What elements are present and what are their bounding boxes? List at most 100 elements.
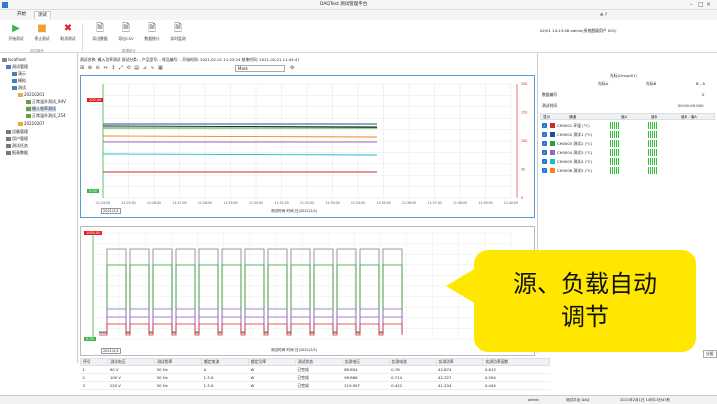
monitor-icon: 🗎 [173,23,183,34]
x-tick-label: 11:39:00 [478,201,492,205]
settings-icon[interactable]: ⚙ [290,65,295,71]
tree-item-test-mgmt[interactable]: 测试管理 [6,64,28,70]
series-line [99,316,403,334]
results-table: 序号 测试电压 测试频率 额定电流 额定功率 测试状态 实测电压 实测电流 实测… [79,358,550,394]
channel-row[interactable]: ✓ CH0006 测试5 (°C) [540,166,715,175]
y-min-badge: 0.00 [84,337,96,341]
tree-root[interactable]: localhost [2,57,26,63]
export-csv-button[interactable]: 🗎 导出CSV [118,23,134,41]
top-chart[interactable]: 11:24:00 11:25:00 11:26:00 11:27:00 11:28:00… [80,75,535,218]
y-tick-label: 50 [521,168,525,172]
y-tick-label: 150 [521,111,527,115]
tree-item-user-mgmt[interactable]: 用户管理 [6,136,28,142]
series-line [102,125,378,128]
tree-item-demo[interactable]: 演示 [12,71,26,77]
series-line [102,135,378,138]
minimize-icon[interactable]: – [690,1,693,8]
tab-start[interactable]: 开始 [17,12,26,17]
table-header-row: 序号 测试电压 测试频率 额定电流 额定功率 测试状态 实测电压 实测电流 实测… [79,358,550,366]
tree-item-test[interactable]: 测试 [12,85,26,91]
ribbon-toolbar: ▶ 开始测试 ■ 停止测试 ✖ 取消测试 🗎 导出数据 🗎 导出CSV 🗎 数据… [0,20,717,53]
channel-color-swatch [550,150,555,155]
chart-toolbar: ⊞ ⊕ ⊖ ↔ ↕ ⤢ ⟲ ▤ ⊿ ∿ ▦ Mark ⚙ [80,65,535,73]
realtime-monitor-button[interactable]: 🗎 实时监测 [170,23,186,41]
series-line [99,248,403,333]
channel-row[interactable]: ✓ CH0001 环温 (°C) [540,121,715,130]
value-a-bar [610,122,620,129]
data-statistics-button[interactable]: 🗎 数据统计 [144,23,160,41]
stop-test-button[interactable]: ■ 停止测试 [34,23,50,41]
maximize-icon[interactable]: □ [698,1,704,8]
export-data-button[interactable]: 🗎 导出数据 [92,23,108,41]
tree-item-sim[interactable]: 模拟 [12,78,26,84]
navigation-tree: localhost 测试管理 演示 模拟 测试 20210201 正常温升测试_… [0,53,78,363]
close-icon[interactable]: × [706,1,712,8]
value-b-bar [648,158,658,165]
x-tick-label: 11:38:00 [453,201,467,205]
value-b-bar [648,122,658,129]
checkbox-icon[interactable]: ✓ [542,150,547,155]
x-tick-label: 11:25:00 [121,201,135,205]
value-a-bar [610,158,620,165]
callout-pointer [446,268,476,304]
checkbox-icon[interactable]: ✓ [542,132,547,137]
top-chart-plot: 11:24:00 11:25:00 11:26:00 11:27:00 11:28:00… [96,82,527,205]
start-test-button[interactable]: ▶ 开始测试 [8,23,24,41]
checkbox-icon[interactable]: ✓ [542,168,547,173]
test-icon [26,100,31,104]
tree-item-temp-test-254[interactable]: 正常温升测试_254 [26,113,66,119]
x-tick-label: 11:24:00 [96,201,110,205]
tree-item-date-0201[interactable]: 20210201 [18,92,44,98]
test-icon [26,114,31,118]
series-line [102,153,378,156]
channel-color-swatch [550,168,555,173]
callout-line-2: 调节 [561,303,609,331]
tab-test[interactable]: 测试 [34,11,51,19]
cursor-b-header: 光标B [646,81,657,86]
tree-item-device-mgmt[interactable]: 设备管理 [6,129,28,135]
tree-item-report-data[interactable]: 报表数据 [6,150,28,156]
value-b-bar [648,149,658,156]
ribbon-divider [82,23,83,51]
y-max-badge: 1000.00 [84,231,103,235]
channel-row[interactable]: ✓ CH0003 测试2 (°C) [540,139,715,148]
tree-item-input-efficiency[interactable]: 输入效率测试 [26,106,56,112]
x-axis-caption: 测试时间 时间 日(2021/2/1) [271,209,318,213]
chart-tool-icons[interactable]: ⊞ ⊕ ⊖ ↔ ↕ ⤢ ⟲ ▤ ⊿ ∿ ▦ [80,65,164,71]
channel-row[interactable]: ✓ CH0002 测试1 (°C) [540,130,715,139]
tree-item-date-0207[interactable]: 20210207 [18,121,44,127]
folder-icon [6,65,11,69]
channel-row[interactable]: ✓ CH0005 测试4 (°C) [540,157,715,166]
export-icon: 🗎 [95,23,105,34]
mark-input[interactable]: Mark [235,65,285,72]
series-line [99,323,403,336]
status-company: 测试平台 DAQ [566,398,590,402]
x-tick-label: 11:35:00 [376,201,390,205]
x-tick-label: 11:28:00 [198,201,212,205]
test-info-bar: 测试名称: 输入功率测试 测试分类: - 产品型号: - 样品编号: - 开始时… [80,57,300,62]
x-tick-label: 11:40:00 [504,201,518,205]
callout-line-1: 源、负载自动 [513,270,657,298]
y-max-badge: 200.00 [87,98,104,102]
cancel-test-button[interactable]: ✖ 取消测试 [60,23,76,41]
tree-item-test-tasks[interactable]: 测试任务 [6,143,28,149]
checkbox-icon[interactable]: ✓ [542,123,547,128]
checkbox-icon[interactable]: ✓ [542,141,547,146]
group-button[interactable]: 分组 [703,350,717,358]
date-label: 2021/2/1 [101,348,121,354]
callout-bubble: 源、负载自动 调节 [474,250,696,352]
tree-item-temp-test-94[interactable]: 正常温升测试_94V [26,99,66,105]
server-icon [2,58,7,62]
table-row[interactable]: 2 100 V 50 Hz 1.3 A W 已完成 99.866 0.714 4… [80,373,550,382]
value-a-bar [610,131,620,138]
report-icon [6,151,11,155]
table-row[interactable]: 3 220 V 50 Hz 1.3 A W 已完成 219.957 0.422 … [80,381,550,390]
cursor-group-title: 光标(Group01) [610,73,637,78]
checkbox-icon[interactable]: ✓ [542,159,547,164]
table-row[interactable]: 1 90 V 50 Hz A W 已完成 89.854 0.78 42.874 … [80,365,550,374]
x-tick-label: 11:30:00 [249,201,263,205]
help-icon[interactable]: ⚙ ? [600,12,607,17]
channel-color-swatch [550,132,555,137]
series-line [99,308,403,334]
channel-row[interactable]: ✓ CH0004 测试3 (°C) [540,148,715,157]
